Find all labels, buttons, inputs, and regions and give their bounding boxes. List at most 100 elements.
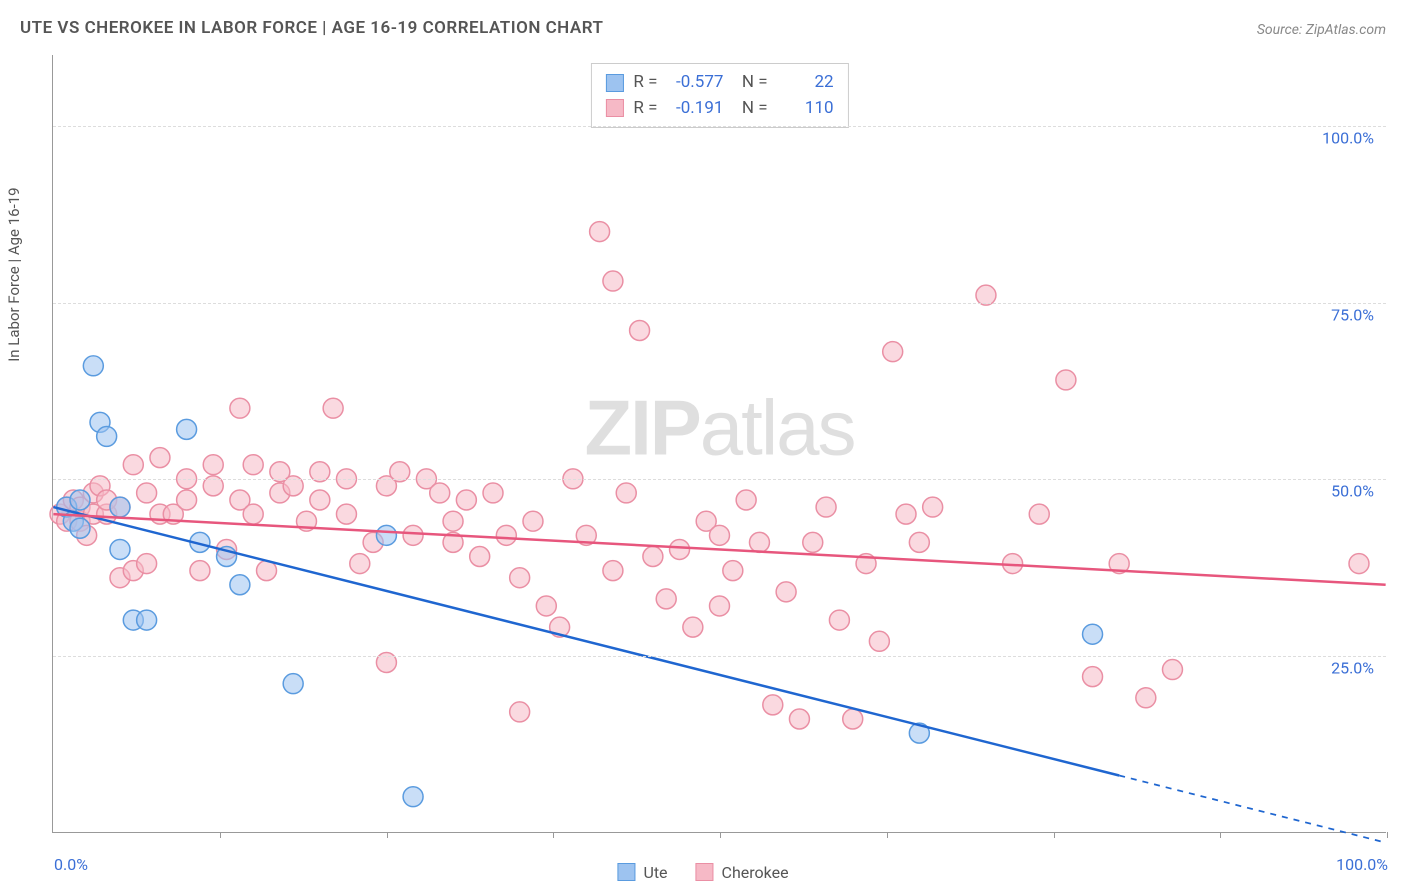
- data-point-cherokee: [869, 631, 889, 651]
- data-point-cherokee: [896, 504, 916, 524]
- y-tick-label: 75.0%: [1331, 305, 1374, 324]
- data-point-cherokee: [1029, 504, 1049, 524]
- legend-item-ute: Ute: [617, 863, 667, 882]
- trend-line-ext-ute: [1119, 775, 1385, 842]
- data-point-cherokee: [243, 455, 263, 475]
- x-tick: [1387, 832, 1388, 838]
- x-tick-left: 0.0%: [54, 855, 88, 874]
- data-point-cherokee: [1349, 554, 1369, 574]
- data-point-cherokee: [1056, 370, 1076, 390]
- data-point-cherokee: [230, 398, 250, 418]
- x-tick: [1054, 832, 1055, 838]
- grid-line: [53, 303, 1386, 304]
- stats-row-ute: R = -0.577 N = 22: [605, 70, 833, 96]
- source-label: Source: ZipAtlas.com: [1257, 22, 1386, 38]
- x-tick: [887, 832, 888, 838]
- data-point-cherokee: [1162, 660, 1182, 680]
- legend-item-cherokee: Cherokee: [696, 863, 789, 882]
- stat-r-cherokee: -0.191: [667, 96, 723, 122]
- data-point-ute: [403, 787, 423, 807]
- data-point-cherokee: [1083, 667, 1103, 687]
- grid-line: [53, 479, 1386, 480]
- data-point-cherokee: [483, 483, 503, 503]
- stat-r-ute: -0.577: [667, 70, 723, 96]
- swatch-cherokee: [605, 99, 623, 117]
- data-point-cherokee: [803, 532, 823, 552]
- data-point-cherokee: [909, 532, 929, 552]
- legend-swatch-ute: [617, 863, 635, 881]
- x-tick: [553, 832, 554, 838]
- x-tick: [387, 832, 388, 838]
- x-tick: [1220, 832, 1221, 838]
- data-point-cherokee: [190, 561, 210, 581]
- data-point-cherokee: [829, 610, 849, 630]
- stat-n-label: N =: [733, 70, 767, 96]
- data-point-ute: [177, 419, 197, 439]
- data-point-cherokee: [1136, 688, 1156, 708]
- data-point-cherokee: [470, 547, 490, 567]
- data-point-cherokee: [510, 702, 530, 722]
- data-point-cherokee: [336, 504, 356, 524]
- data-point-cherokee: [776, 582, 796, 602]
- data-point-cherokee: [496, 525, 516, 545]
- data-point-cherokee: [137, 483, 157, 503]
- data-point-cherokee: [323, 398, 343, 418]
- y-axis-label: In Labor Force | Age 16-19: [5, 187, 23, 361]
- data-point-ute: [70, 518, 90, 538]
- data-point-cherokee: [203, 455, 223, 475]
- data-point-cherokee: [789, 709, 809, 729]
- data-point-cherokee: [656, 589, 676, 609]
- data-point-cherokee: [403, 525, 423, 545]
- data-point-ute: [283, 674, 303, 694]
- data-point-ute: [97, 426, 117, 446]
- grid-line: [53, 656, 1386, 657]
- data-point-cherokee: [710, 525, 730, 545]
- x-tick: [220, 832, 221, 838]
- y-tick-label: 25.0%: [1331, 659, 1374, 678]
- stat-n-label-2: N =: [733, 96, 767, 122]
- data-point-cherokee: [710, 596, 730, 616]
- trend-line-ute: [53, 507, 1119, 775]
- chart-title: UTE VS CHEROKEE IN LABOR FORCE | AGE 16-…: [20, 18, 603, 38]
- data-point-cherokee: [816, 497, 836, 517]
- stat-r-label-2: R =: [633, 96, 657, 122]
- data-point-cherokee: [603, 561, 623, 581]
- data-point-ute: [376, 525, 396, 545]
- stats-row-cherokee: R = -0.191 N = 110: [605, 96, 833, 122]
- data-point-cherokee: [523, 511, 543, 531]
- data-point-cherokee: [763, 695, 783, 715]
- data-point-cherokee: [603, 271, 623, 291]
- data-point-cherokee: [683, 617, 703, 637]
- data-point-cherokee: [430, 483, 450, 503]
- data-point-ute: [83, 356, 103, 376]
- data-point-cherokee: [923, 497, 943, 517]
- y-tick-label: 100.0%: [1322, 128, 1374, 147]
- data-point-ute: [110, 497, 130, 517]
- data-point-cherokee: [443, 511, 463, 531]
- data-point-cherokee: [630, 320, 650, 340]
- stat-n-cherokee: 110: [778, 96, 834, 122]
- data-point-cherokee: [590, 222, 610, 242]
- data-point-cherokee: [150, 448, 170, 468]
- data-point-cherokee: [749, 532, 769, 552]
- data-point-cherokee: [616, 483, 636, 503]
- data-point-cherokee: [177, 490, 197, 510]
- data-point-cherokee: [883, 342, 903, 362]
- data-point-cherokee: [536, 596, 556, 616]
- data-point-cherokee: [736, 490, 756, 510]
- data-point-cherokee: [310, 490, 330, 510]
- plot-svg: [53, 55, 1386, 832]
- stat-n-ute: 22: [778, 70, 834, 96]
- x-tick: [720, 832, 721, 838]
- data-point-cherokee: [137, 554, 157, 574]
- plot-area: R = -0.577 N = 22 R = -0.191 N = 110 ZIP…: [52, 55, 1386, 833]
- x-tick-right: 100.0%: [1336, 855, 1388, 874]
- data-point-cherokee: [670, 539, 690, 559]
- data-point-cherokee: [456, 490, 476, 510]
- stats-legend-box: R = -0.577 N = 22 R = -0.191 N = 110: [590, 63, 848, 128]
- legend-swatch-cherokee: [696, 863, 714, 881]
- data-point-ute: [70, 490, 90, 510]
- stat-r-label: R =: [633, 70, 657, 96]
- grid-line: [53, 126, 1386, 127]
- data-point-cherokee: [843, 709, 863, 729]
